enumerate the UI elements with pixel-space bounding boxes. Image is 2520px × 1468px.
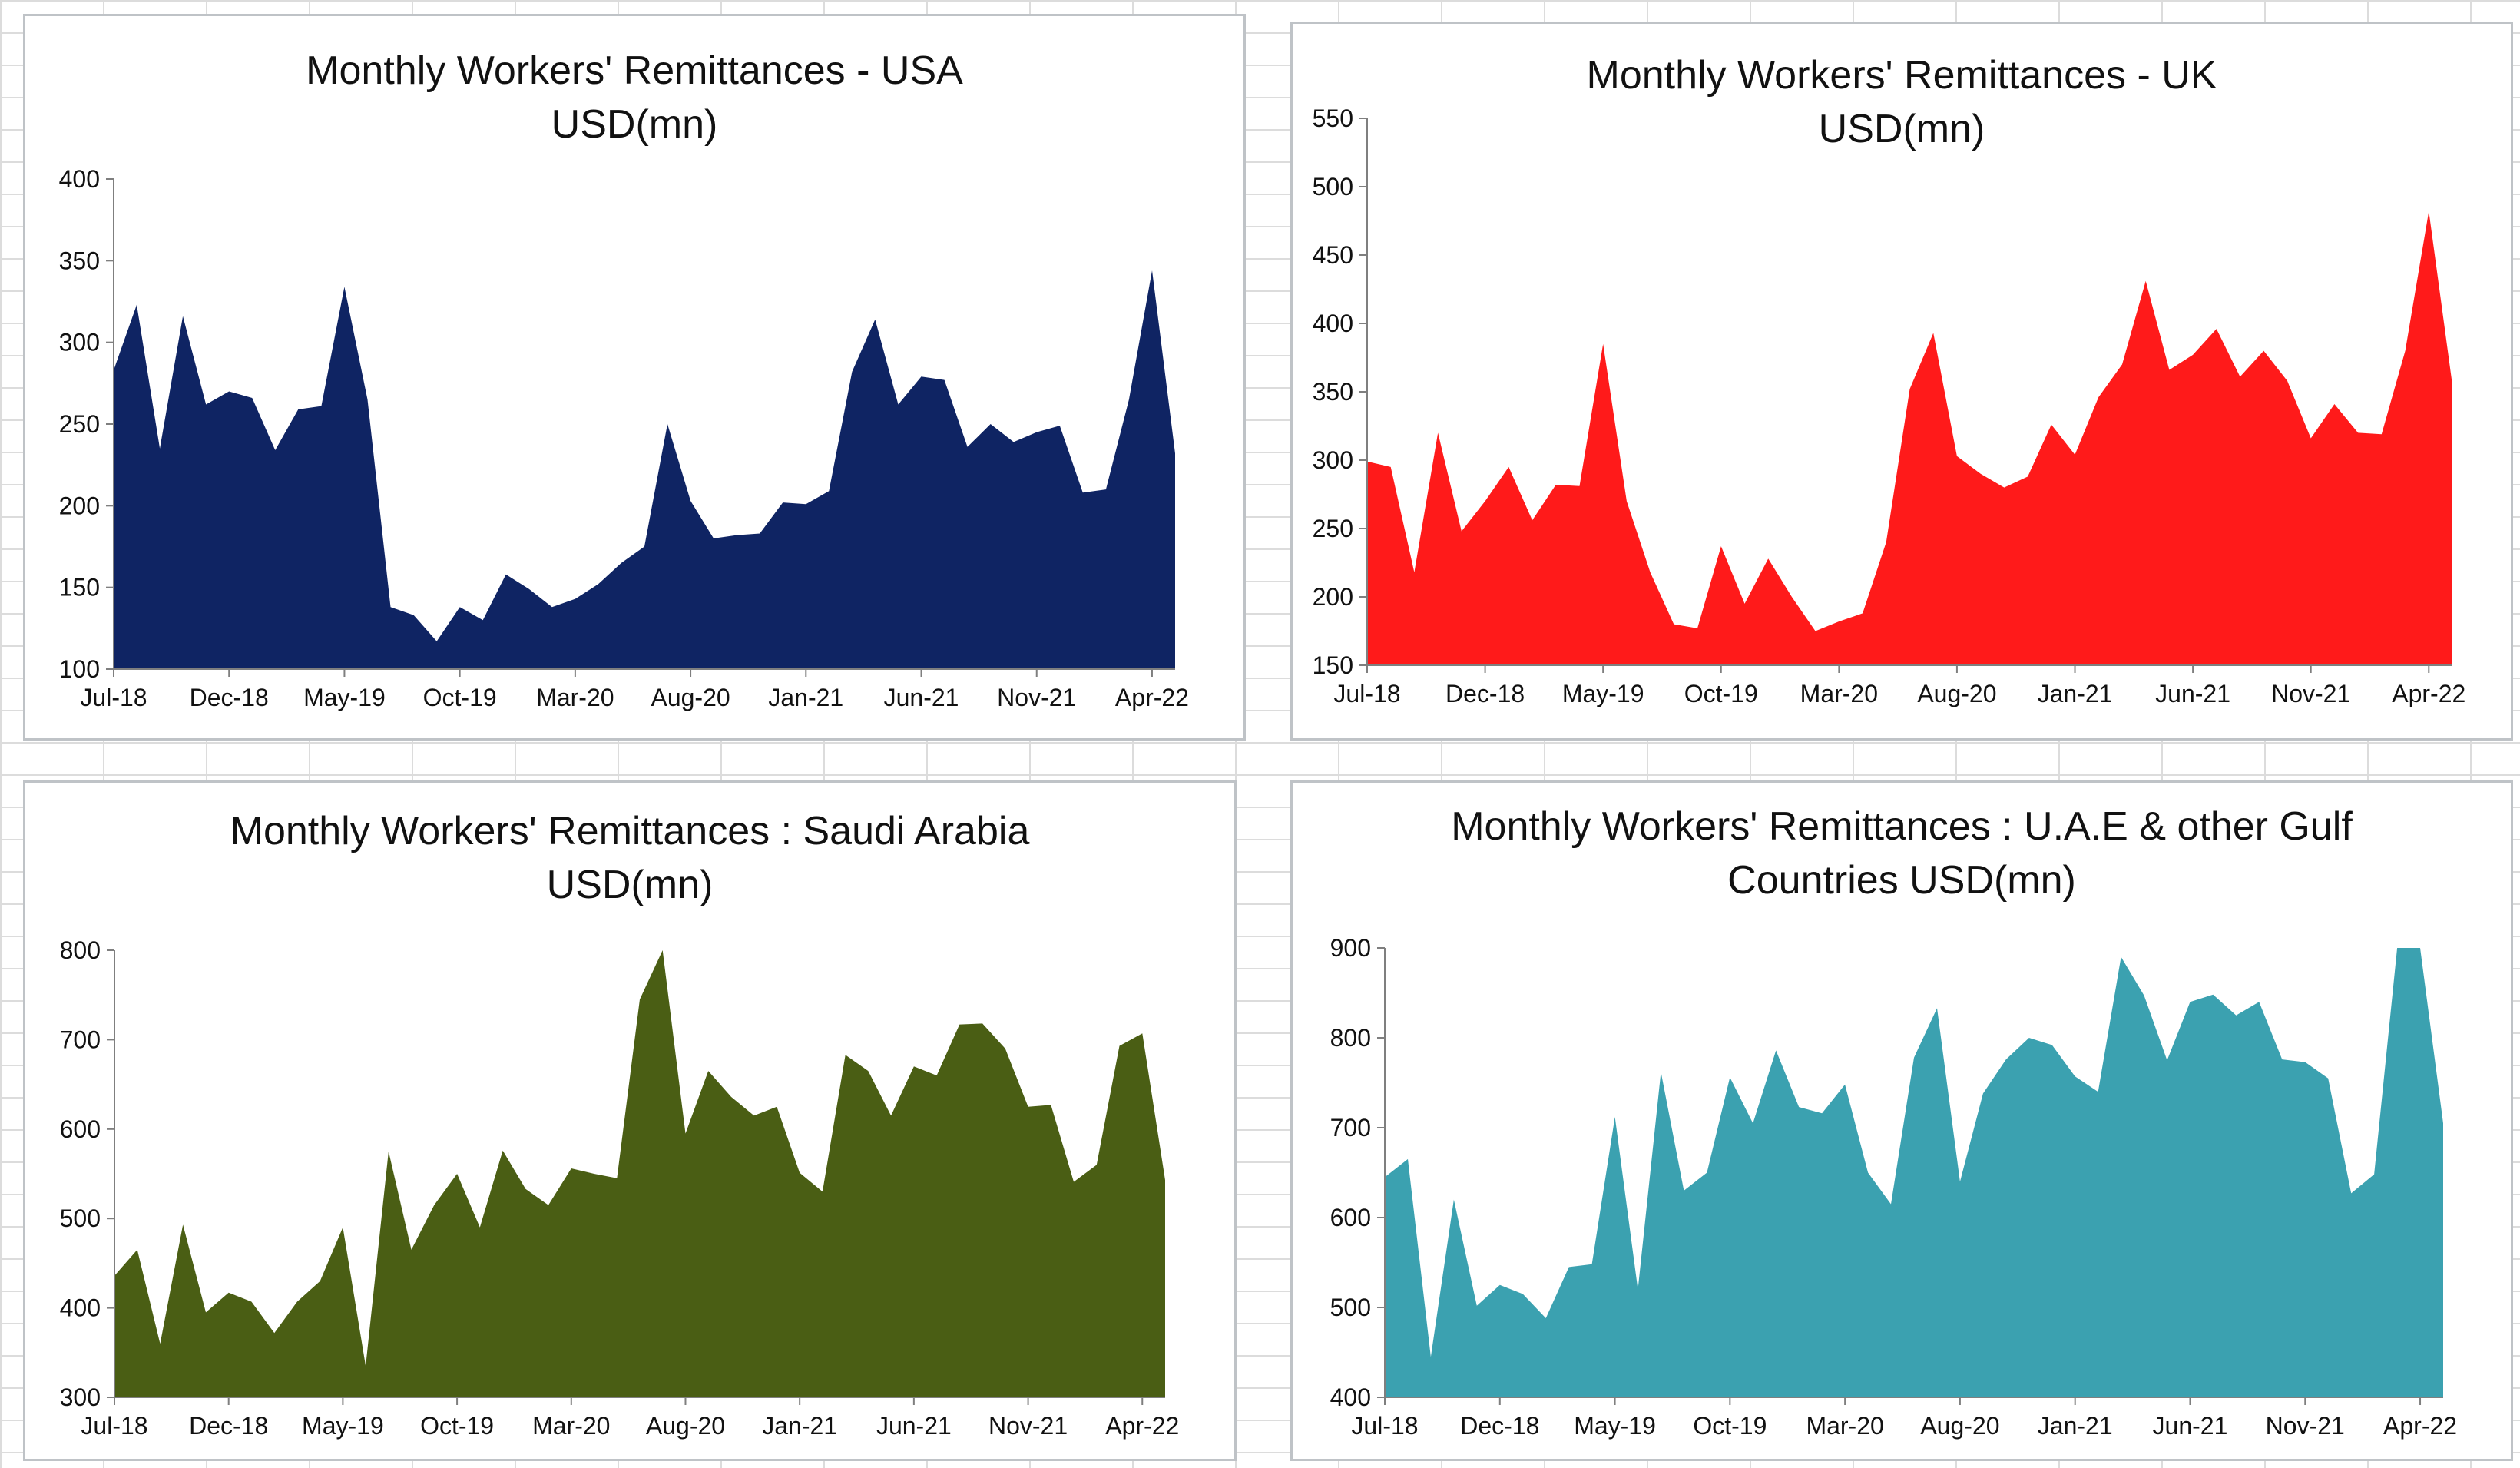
usa-x-tick-label: Nov-21	[997, 684, 1076, 711]
uae-gulf-y-tick-label: 800	[1330, 1024, 1371, 1052]
uk-y-tick-label: 250	[1313, 515, 1353, 542]
usa-x-tick-label: Apr-22	[1115, 684, 1189, 711]
uk-x-tick-label: Apr-22	[2392, 680, 2465, 707]
usa-chart-panel: Monthly Workers' Remittances - USA USD(m…	[23, 14, 1246, 741]
uae-gulf-chart-panel: Monthly Workers' Remittances : U.A.E & o…	[1290, 780, 2513, 1461]
saudi-arabia-y-tick-label: 600	[60, 1115, 101, 1143]
saudi-arabia-chart-title: Monthly Workers' Remittances : Saudi Ara…	[230, 809, 1030, 907]
uae-gulf-x-tick-label: Apr-22	[2383, 1412, 2457, 1440]
uk-x-tick-label: May-19	[1562, 680, 1644, 707]
uk-x-tick-label: Jul-18	[1333, 680, 1400, 707]
saudi-arabia-y-tick-label: 800	[60, 936, 101, 964]
usa-y-tick-label: 300	[59, 329, 100, 356]
saudi-arabia-y-tick-label: 700	[60, 1026, 101, 1053]
uae-gulf-x-tick-label: Nov-21	[2266, 1412, 2345, 1440]
saudi-arabia-x-tick-label: Apr-22	[1105, 1412, 1179, 1440]
saudi-arabia-chart-plot: 300 400 500 600 700 800 Jul-18 Dec-18 May-19 Oct-…	[60, 936, 1180, 1440]
uk-x-tick-label: Nov-21	[2271, 680, 2350, 707]
usa-chart-title: Monthly Workers' Remittances - USA USD(m…	[306, 48, 963, 147]
saudi-arabia-x-tick-label: Aug-20	[646, 1412, 725, 1440]
saudi-arabia-y-tick-label: 500	[60, 1205, 101, 1232]
uk-y-tick-label: 150	[1313, 651, 1353, 679]
uae-gulf-x-tick-label: Jan-21	[2038, 1412, 2113, 1440]
usa-x-tick-label: Mar-20	[536, 684, 614, 711]
saudi-arabia-area-series	[114, 950, 1165, 1397]
uk-x-tick-label: Aug-20	[1917, 680, 1996, 707]
uk-chart-plot: 150 200 250 300 350 400 450 500 550 Jul-18 Dec-18 M…	[1313, 104, 2466, 707]
uk-y-tick-label: 350	[1313, 378, 1353, 406]
usa-y-tick-label: 100	[59, 655, 100, 683]
uk-x-tick-label: Oct-19	[1684, 680, 1758, 707]
uae-gulf-y-tick-label: 400	[1330, 1383, 1371, 1411]
usa-y-tick-label: 400	[59, 165, 100, 193]
usa-x-tick-label: Dec-18	[190, 684, 269, 711]
uae-gulf-y-tick-label: 500	[1330, 1294, 1371, 1321]
uae-gulf-x-tick-label: Jul-18	[1351, 1412, 1418, 1440]
uk-y-tick-label: 400	[1313, 310, 1353, 337]
uk-chart-panel: Monthly Workers' Remittances - UK USD(mn…	[1290, 22, 2513, 741]
uk-x-tick-label: Jun-21	[2155, 680, 2230, 707]
usa-x-tick-label: Oct-19	[423, 684, 497, 711]
usa-x-tick-label: Jun-21	[884, 684, 959, 711]
usa-y-tick-label: 150	[59, 574, 100, 601]
usa-area-series	[114, 270, 1175, 670]
uae-gulf-area-series	[1385, 948, 2443, 1397]
uk-y-tick-label: 300	[1313, 446, 1353, 474]
uae-gulf-x-tick-label: May-19	[1574, 1412, 1656, 1440]
uk-y-tick-label: 500	[1313, 173, 1353, 200]
uae-gulf-x-tick-label: Dec-18	[1460, 1412, 1539, 1440]
uae-gulf-x-tick-label: Oct-19	[1693, 1412, 1767, 1440]
usa-y-tick-label: 250	[59, 410, 100, 438]
saudi-arabia-x-tick-label: Oct-19	[420, 1412, 494, 1440]
usa-x-tick-label: May-19	[303, 684, 386, 711]
usa-chart-plot: 100 150 200 250 300 350 400 Jul-18 Dec-18 May-19 O…	[59, 165, 1189, 711]
uae-gulf-x-tick-label: Mar-20	[1806, 1412, 1883, 1440]
uk-y-tick-label: 200	[1313, 583, 1353, 611]
saudi-arabia-y-tick-label: 300	[60, 1383, 101, 1411]
uae-gulf-chart-title: Monthly Workers' Remittances : U.A.E & o…	[1451, 804, 2353, 903]
uae-gulf-chart-plot: 400 500 600 700 800 900 Jul-18 Dec-18 May-19 Oct-…	[1330, 934, 2457, 1440]
usa-x-tick-label: Jul-18	[80, 684, 147, 711]
usa-y-tick-label: 200	[59, 492, 100, 519]
saudi-arabia-x-tick-label: Nov-21	[988, 1412, 1068, 1440]
uk-area-series	[1367, 211, 2452, 665]
usa-y-tick-label: 350	[59, 247, 100, 274]
uk-x-tick-label: Jan-21	[2038, 680, 2113, 707]
usa-x-tick-label: Jan-21	[768, 684, 843, 711]
saudi-arabia-x-tick-label: Jul-18	[81, 1412, 147, 1440]
uae-gulf-y-tick-label: 600	[1330, 1204, 1371, 1231]
saudi-arabia-y-tick-label: 400	[60, 1294, 101, 1322]
uk-y-tick-label: 550	[1313, 104, 1353, 132]
uk-chart-title: Monthly Workers' Remittances - UK USD(mn…	[1586, 53, 2217, 151]
saudi-arabia-x-tick-label: Jan-21	[762, 1412, 837, 1440]
saudi-arabia-chart-panel: Monthly Workers' Remittances : Saudi Ara…	[23, 780, 1237, 1461]
usa-x-tick-label: Aug-20	[651, 684, 730, 711]
uae-gulf-x-tick-label: Aug-20	[1920, 1412, 1999, 1440]
saudi-arabia-x-tick-label: Mar-20	[532, 1412, 610, 1440]
uae-gulf-y-tick-label: 700	[1330, 1114, 1371, 1142]
uae-gulf-y-tick-label: 900	[1330, 934, 1371, 962]
saudi-arabia-x-tick-label: Jun-21	[876, 1412, 952, 1440]
uae-gulf-x-tick-label: Jun-21	[2153, 1412, 2228, 1440]
uk-x-tick-label: Mar-20	[1800, 680, 1878, 707]
saudi-arabia-x-tick-label: Dec-18	[189, 1412, 268, 1440]
saudi-arabia-x-tick-label: May-19	[302, 1412, 384, 1440]
uk-x-tick-label: Dec-18	[1445, 680, 1525, 707]
uk-y-tick-label: 450	[1313, 241, 1353, 269]
